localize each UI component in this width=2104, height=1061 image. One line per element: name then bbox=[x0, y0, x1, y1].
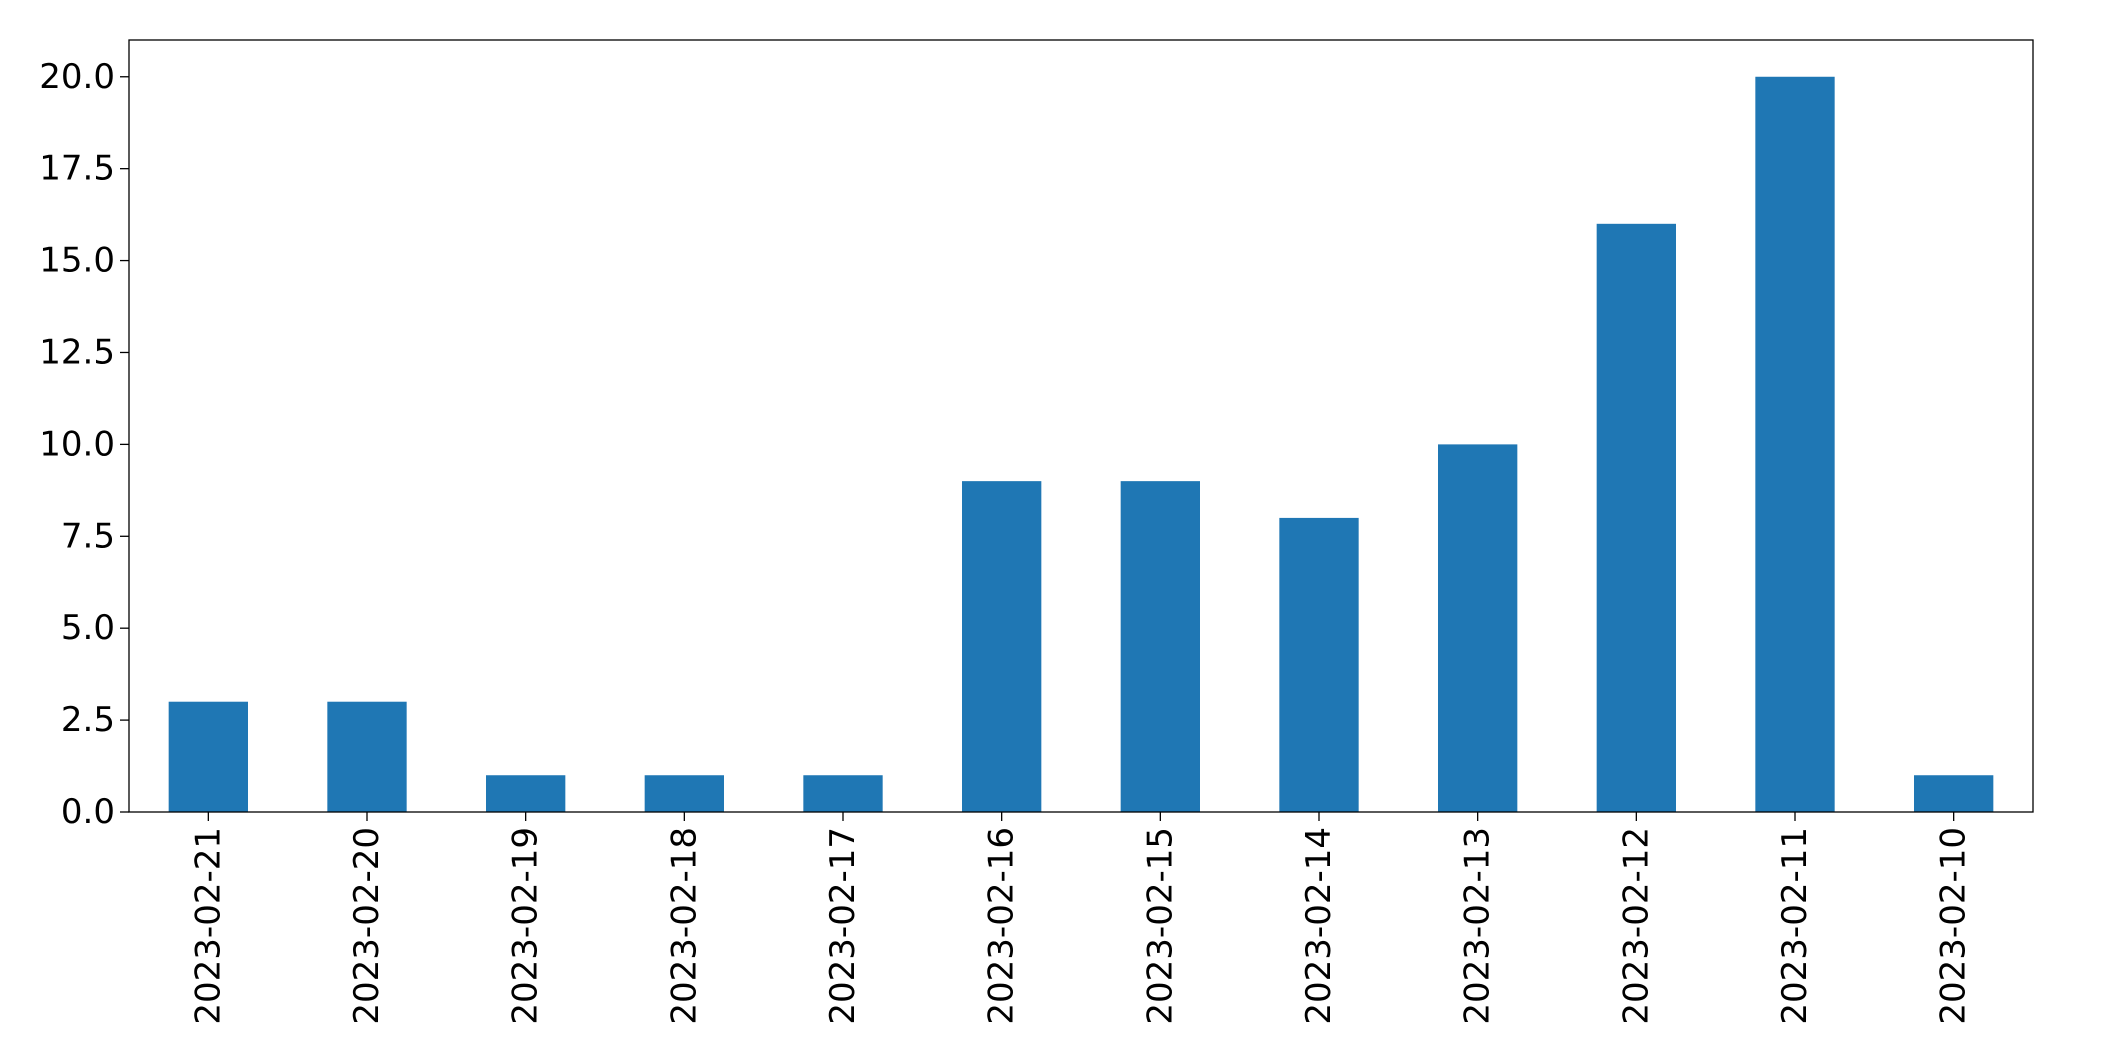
x-tick-label: 2023-02-12 bbox=[1616, 827, 1656, 1025]
x-tick-label: 2023-02-16 bbox=[982, 827, 1022, 1025]
x-tick-label: 2023-02-21 bbox=[188, 827, 228, 1025]
plot-frame bbox=[128, 39, 2034, 813]
y-tick-label: 20.0 bbox=[39, 57, 115, 97]
bar-2023-02-18 bbox=[644, 775, 724, 812]
y-tick-label: 0.0 bbox=[61, 792, 115, 832]
x-tick-label: 2023-02-11 bbox=[1775, 827, 1815, 1025]
bars-layer bbox=[168, 76, 1994, 813]
x-tick-label: 2023-02-15 bbox=[1140, 827, 1180, 1025]
bar-2023-02-10 bbox=[1914, 775, 1994, 812]
y-axis: 0.0 2.5 5.0 7.5 10.0 12.5 15.0 17.5 20.0 bbox=[39, 57, 129, 832]
bar-2023-02-16 bbox=[962, 481, 1042, 812]
x-tick-label: 2023-02-14 bbox=[1299, 827, 1339, 1025]
y-tick-label: 17.5 bbox=[39, 149, 115, 189]
bar-2023-02-15 bbox=[1120, 481, 1200, 812]
x-tick-label: 2023-02-10 bbox=[1934, 827, 1974, 1025]
bar-2023-02-12 bbox=[1596, 223, 1676, 813]
bar-2023-02-19 bbox=[486, 775, 566, 812]
x-tick-label: 2023-02-17 bbox=[823, 827, 863, 1025]
bar-2023-02-20 bbox=[327, 701, 407, 812]
x-axis: 2023-02-21 2023-02-20 2023-02-19 2023-02-18… bbox=[188, 812, 1974, 1025]
x-tick-label: 2023-02-13 bbox=[1458, 827, 1498, 1025]
x-tick-label: 2023-02-20 bbox=[347, 827, 387, 1025]
bar-2023-02-17 bbox=[803, 775, 883, 812]
bar-2023-02-14 bbox=[1279, 517, 1359, 812]
y-tick-label: 12.5 bbox=[39, 332, 115, 372]
x-tick-label: 2023-02-18 bbox=[664, 827, 704, 1025]
y-tick-label: 15.0 bbox=[39, 241, 115, 281]
y-tick-label: 10.0 bbox=[39, 424, 115, 464]
y-tick-label: 2.5 bbox=[61, 700, 115, 740]
bar-2023-02-21 bbox=[168, 701, 248, 812]
x-tick-label: 2023-02-19 bbox=[506, 827, 546, 1025]
y-tick-label: 7.5 bbox=[61, 516, 115, 556]
y-tick-label: 5.0 bbox=[61, 608, 115, 648]
bar-2023-02-11 bbox=[1755, 76, 1835, 812]
bar-2023-02-13 bbox=[1438, 444, 1518, 812]
